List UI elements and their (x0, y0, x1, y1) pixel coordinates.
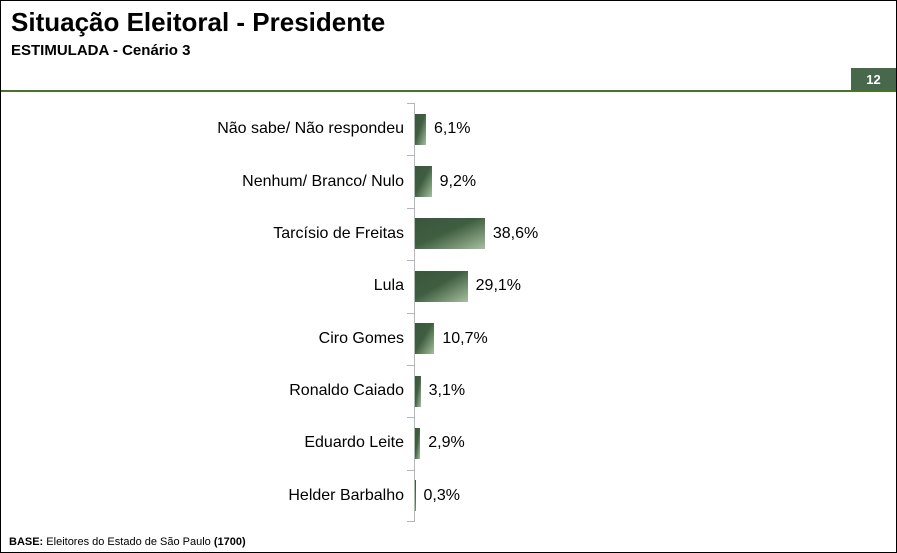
base-note: BASE: Eleitores do Estado de São Paulo (… (9, 536, 246, 548)
category-label: Ciro Gomes (318, 329, 404, 347)
page-title: Situação Eleitoral - Presidente (11, 7, 386, 37)
axis-tick (407, 260, 414, 262)
category-label: Helder Barbalho (288, 486, 404, 504)
value-label: 3,1% (428, 382, 466, 400)
category-label: Não sabe/ Não respondeu (217, 120, 404, 138)
axis-tick (407, 417, 414, 419)
bar (415, 166, 432, 198)
bar (415, 270, 468, 302)
bar-chart: Não sabe/ Não respondeu 6,1% Nenhum/ Branc… (1, 103, 896, 522)
bar (415, 427, 421, 459)
category-label: Ronaldo Caiado (289, 382, 404, 400)
category-axis-line (414, 103, 415, 522)
bar (415, 218, 485, 250)
value-label: 2,9% (428, 434, 465, 452)
bar (415, 375, 421, 407)
value-label: 10,7% (442, 329, 488, 347)
axis-tick (407, 364, 414, 366)
chart-row: Eduardo Leite 2,9% (1, 417, 896, 469)
page-subtitle: ESTIMULADA - Cenário 3 (11, 42, 191, 59)
bar (415, 480, 416, 512)
chart-row: Helder Barbalho 0,3% (1, 470, 896, 522)
value-label: 9,2% (439, 172, 477, 190)
page-number: 12 (866, 71, 881, 87)
value-label: 6,1% (434, 120, 471, 138)
chart-row: Nenhum/ Branco/ Nulo 9,2% (1, 155, 896, 207)
chart-row: Ronaldo Caiado 3,1% (1, 365, 896, 417)
category-label: Eduardo Leite (304, 434, 404, 452)
category-label: Lula (373, 277, 404, 295)
axis-tick (407, 155, 414, 157)
header-rule (1, 90, 896, 92)
category-label: Tarcísio de Freitas (273, 224, 404, 242)
value-label: 29,1% (475, 277, 522, 295)
base-count: (1700) (213, 536, 246, 548)
value-label: 0,3% (423, 486, 460, 504)
page-number-badge: 12 (851, 68, 896, 90)
bar (415, 323, 435, 355)
chart-row: Lula 29,1% (1, 260, 896, 312)
chart-row: Ciro Gomes 10,7% (1, 313, 896, 365)
bar (415, 113, 427, 145)
axis-tick (407, 312, 414, 314)
chart-row: Não sabe/ Não respondeu 6,1% (1, 103, 896, 155)
chart-row: Tarcísio de Freitas 38,6% (1, 208, 896, 260)
base-label: BASE: (9, 536, 44, 548)
value-label: 38,6% (492, 224, 539, 242)
axis-tick (407, 103, 414, 104)
axis-tick (407, 521, 414, 522)
category-label: Nenhum/ Branco/ Nulo (242, 172, 404, 190)
base-text: Eleitores do Estado de São Paulo (43, 536, 214, 548)
axis-tick (407, 469, 414, 471)
axis-tick (407, 207, 414, 209)
